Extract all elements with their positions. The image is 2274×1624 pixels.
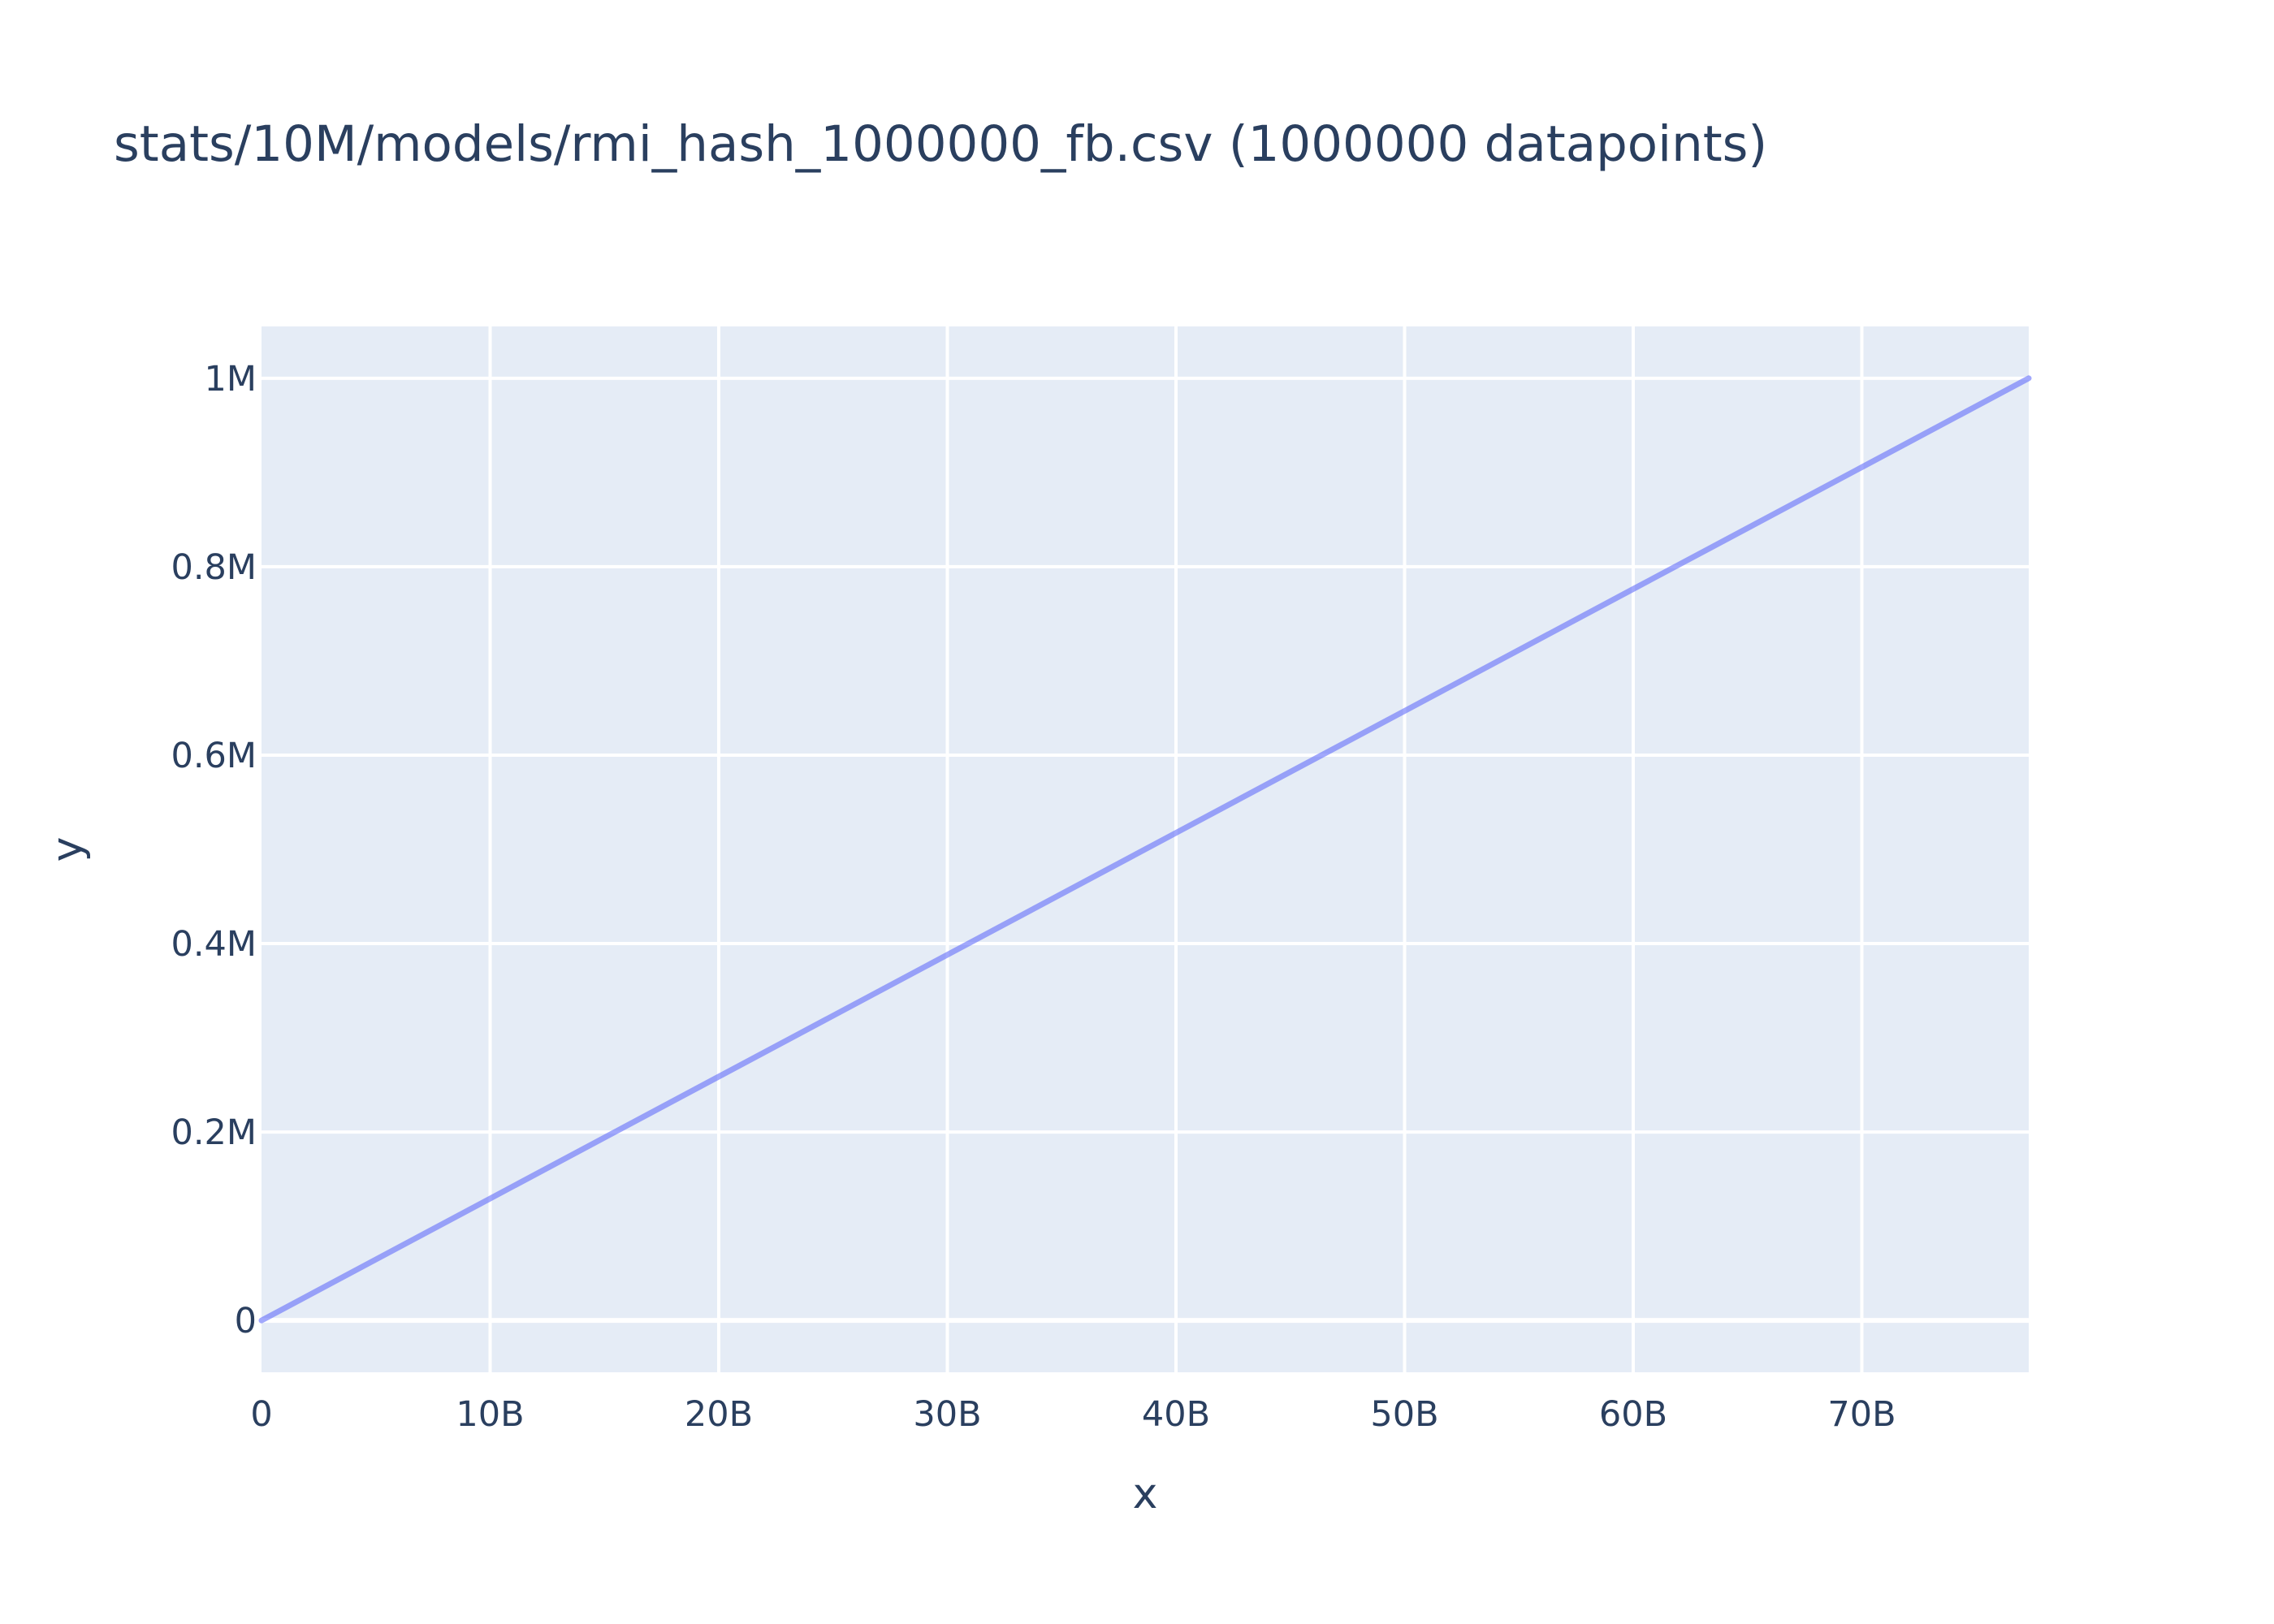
y-axis-title: y [43, 837, 92, 862]
x-tick-label: 40B [1142, 1394, 1210, 1435]
x-axis-title: x [1133, 1470, 1158, 1518]
y-tick-label: 0.2M [171, 1112, 257, 1153]
x-tick-label: 70B [1827, 1394, 1896, 1435]
series-layer [258, 375, 2032, 1324]
x-tick-label: 60B [1599, 1394, 1667, 1435]
x-tick-label: 30B [913, 1394, 981, 1435]
chart-title: stats/10M/models/rmi_hash_1000000_fb.csv… [114, 115, 1767, 173]
x-tick-labels: 0 10B 20B 30B 40B 50B 60B 70B [250, 1394, 1896, 1435]
y-tick-labels: 0 0.2M 0.4M 0.6M 0.8M 1M [171, 359, 257, 1341]
y-tick-label: 0.6M [171, 736, 257, 776]
grid-layer [262, 326, 2029, 1372]
series-line [258, 375, 2032, 1324]
x-tick-label: 50B [1370, 1394, 1438, 1435]
x-tick-label: 10B [456, 1394, 524, 1435]
x-tick-label: 20B [685, 1394, 753, 1435]
y-tick-label: 0 [235, 1301, 257, 1341]
y-tick-label: 0.4M [171, 924, 257, 965]
y-tick-label: 1M [205, 359, 257, 400]
x-tick-label: 0 [250, 1394, 272, 1435]
y-tick-label: 0.8M [171, 547, 257, 588]
